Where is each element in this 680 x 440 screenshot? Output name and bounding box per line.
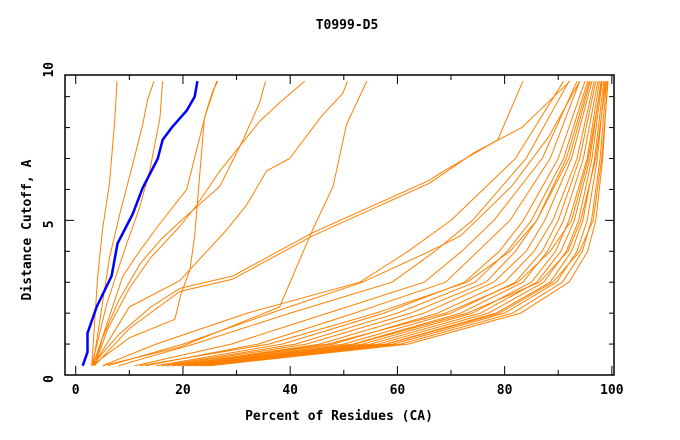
series-line-26 [196,81,603,367]
series-line-2 [92,81,155,366]
x-tick-label: 100 [600,383,624,398]
series-line-3 [91,81,164,366]
series-line-18 [161,81,589,367]
series-line-34 [204,81,609,367]
y-tick-label: 10 [42,62,57,78]
x-tick-label: 80 [497,383,513,398]
series-line-9 [91,81,524,367]
series-line-22 [182,81,597,367]
series-line-24 [190,81,600,367]
y-tick-label: 0 [42,375,57,383]
series-line-16 [145,81,581,367]
x-tick-label: 20 [175,383,191,398]
series-line-6 [94,81,266,366]
y-tick-label: 5 [42,220,57,228]
series-line-8 [96,81,348,360]
series-line-32 [172,81,603,367]
series-line-10 [94,80,571,367]
series-line-31 [140,81,590,367]
series-line-33 [188,81,607,367]
x-tick-label: 60 [390,383,406,398]
series-line-19 [166,81,591,367]
series-line-1 [91,81,118,366]
series-line-14 [118,80,570,367]
series-line-13 [102,80,565,367]
series-line-15 [134,80,578,367]
series-line-25 [193,81,602,367]
series-line-7 [94,80,306,366]
highlight-series-line [81,80,199,367]
y-axis-label: Distance Cutoff, A [20,159,35,300]
x-tick-label: 40 [282,383,298,398]
series-line-20 [172,81,593,367]
x-axis-label: Percent of Residues (CA) [245,409,433,424]
series-layer [81,80,609,367]
axes: 0 20 40 60 80 100 0 5 10 [42,62,624,398]
plot-frame [64,74,615,376]
series-line-29 [206,81,607,367]
series-line-21 [177,81,595,367]
x-tick-label: 0 [72,383,80,398]
series-line-12 [107,80,581,367]
series-line-4 [92,80,219,366]
series-line-30 [209,81,609,367]
chart-title: T0999-D5 [316,18,379,33]
series-line-23 [186,81,599,367]
series-line-17 [156,81,586,367]
series-line-11 [102,80,368,367]
